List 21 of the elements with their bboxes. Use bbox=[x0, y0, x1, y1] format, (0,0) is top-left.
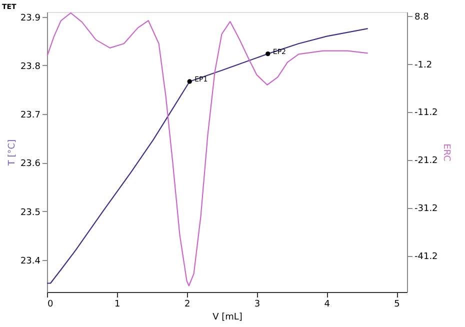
x-tick-label: 3 bbox=[254, 300, 260, 310]
y-tick-label: 23.6 bbox=[20, 159, 41, 170]
x-tick-label: 5 bbox=[394, 300, 400, 310]
x-tick-label: 0 bbox=[48, 300, 54, 310]
y2-tick-label: -21.2 bbox=[414, 156, 438, 166]
y-tick-label: 23.9 bbox=[20, 13, 41, 24]
y2-tick-label: 8.8 bbox=[414, 12, 430, 22]
y2-tick-label: -31.2 bbox=[414, 204, 438, 214]
x-axis-title: V [mL] bbox=[212, 312, 242, 322]
y2-axis-title: ERC bbox=[440, 144, 451, 162]
y2-tick-label: -41.2 bbox=[414, 252, 438, 262]
y-tick-label: 23.4 bbox=[20, 256, 41, 266]
y2-tick-label: -1.2 bbox=[414, 60, 432, 70]
y2-tick-label: -11.2 bbox=[414, 108, 438, 118]
x-tick-label: 1 bbox=[114, 300, 120, 310]
y-tick-label: 23.7 bbox=[20, 110, 40, 121]
x-tick-label: 2 bbox=[184, 300, 190, 310]
y-axis-title: T [°C] bbox=[7, 139, 18, 167]
x-tick-label: 4 bbox=[324, 300, 330, 310]
y-tick-label: 23.8 bbox=[20, 62, 41, 72]
y-tick-label: 23.5 bbox=[20, 208, 40, 218]
